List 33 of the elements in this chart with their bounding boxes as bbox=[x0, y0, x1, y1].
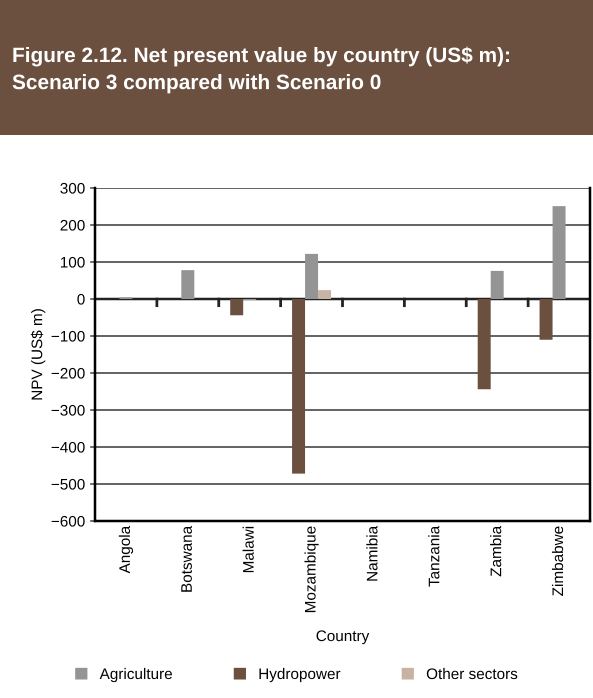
y-tick-label: −100 bbox=[52, 330, 85, 342]
bar bbox=[552, 206, 566, 299]
legend-label: Other sectors bbox=[426, 668, 518, 680]
bar bbox=[292, 299, 306, 474]
bar bbox=[181, 270, 194, 299]
x-tick-label: Zimbabwe bbox=[552, 526, 564, 596]
y-tick-label: −200 bbox=[52, 368, 85, 379]
chart-title: Figure 2.12. Net present value by country (US$ m): Scenario 3 compared with Scenario 0 bbox=[12, 46, 509, 94]
bar bbox=[318, 290, 332, 299]
bar bbox=[490, 270, 504, 299]
bar bbox=[540, 299, 553, 340]
y-tick-label: −600 bbox=[52, 516, 85, 527]
x-tick-label: Malawi bbox=[242, 526, 254, 572]
y-tick-label: −300 bbox=[52, 404, 85, 416]
x-tick-label: Mozambique bbox=[304, 526, 319, 612]
x-tick-label: Zambia bbox=[490, 526, 502, 576]
bar bbox=[230, 299, 244, 316]
y-tick-label: 300 bbox=[60, 182, 85, 194]
x-tick-label: Botswana bbox=[181, 526, 192, 592]
y-tick-label: −400 bbox=[52, 442, 85, 453]
legend-label: Agriculture bbox=[100, 668, 172, 682]
y-tick-label: 0 bbox=[77, 294, 85, 305]
x-axis-title: Country bbox=[316, 630, 370, 644]
x-tick-label: Namibia bbox=[366, 526, 378, 581]
bar bbox=[305, 254, 318, 299]
x-tick-label: Tanzania bbox=[428, 526, 440, 587]
y-tick-label: 200 bbox=[60, 220, 85, 231]
legend-label: Hydropower bbox=[259, 668, 340, 682]
bar bbox=[478, 299, 491, 390]
x-tick-label: Angola bbox=[118, 526, 134, 574]
y-tick-label: −500 bbox=[52, 478, 85, 490]
y-tick-label: 100 bbox=[60, 256, 85, 268]
y-axis-title: NPV (US$ m) bbox=[30, 309, 46, 400]
